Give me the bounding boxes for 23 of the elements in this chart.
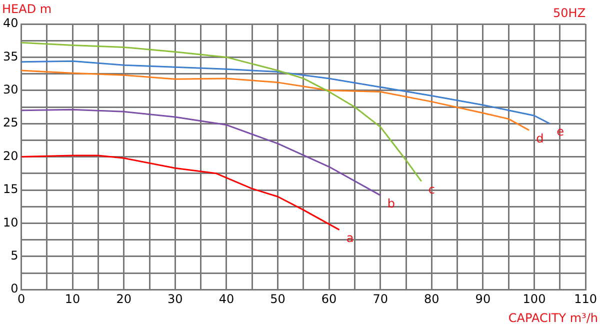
x-tick-label: 10 — [64, 292, 80, 306]
y-tick-label: 40 — [2, 16, 18, 30]
x-tick-label: 50 — [270, 292, 286, 306]
y-tick-label: 15 — [2, 182, 18, 196]
x-tick-label: 70 — [372, 292, 388, 306]
y-tick-label: 0 — [10, 282, 18, 296]
y-tick-label: 5 — [10, 248, 18, 263]
y-tick-label: 20 — [2, 148, 18, 163]
y-tick-label: 25 — [2, 116, 18, 130]
y-tick-label: 35 — [2, 49, 18, 64]
y-tick-label: 10 — [2, 215, 18, 230]
x-tick-label: 110 — [574, 292, 597, 306]
x-tick-label: 80 — [424, 292, 440, 306]
x-tick-label: 20 — [116, 292, 132, 306]
x-tick-label: 90 — [475, 292, 491, 306]
x-tick-label: 60 — [321, 292, 337, 306]
text: 50HZ — [553, 6, 586, 20]
x-tick-label: 100 — [522, 292, 546, 306]
y-tick-label: 30 — [2, 82, 18, 97]
x-tick-label: 30 — [168, 292, 183, 306]
x-axis-title: CAPACITY m³/h — [508, 311, 598, 325]
x-tick-label: 40 — [218, 292, 234, 306]
y-axis-title: HEAD m — [2, 2, 52, 16]
